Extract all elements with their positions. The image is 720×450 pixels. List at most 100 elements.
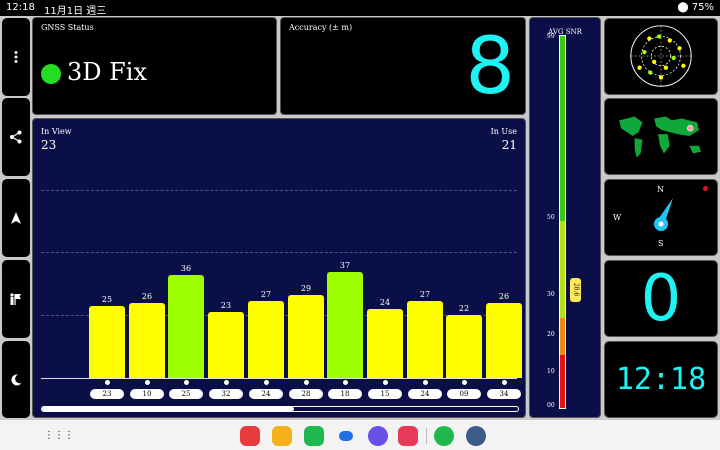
in-view-label: In View	[41, 127, 72, 136]
satellite-id-label: 10	[130, 389, 164, 399]
satellite-used-dot	[502, 380, 507, 385]
status-time: 12:18	[6, 2, 35, 13]
satellite-id-label: 24	[408, 389, 442, 399]
satellite-used-dot	[184, 380, 189, 385]
satellite-used-dot	[304, 380, 309, 385]
satellite-id-label: 25	[169, 389, 203, 399]
recording-indicator	[703, 186, 708, 191]
snr-bar	[327, 272, 363, 378]
status-date: 11月1日 週三	[44, 6, 107, 17]
flag-icon	[10, 293, 21, 305]
satellite-id-label: 23	[90, 389, 124, 399]
night-mode-icon	[11, 373, 22, 385]
snr-bar	[129, 303, 165, 378]
more-button[interactable]	[2, 18, 30, 96]
settings-app-icon[interactable]	[466, 426, 486, 446]
in-use-count: 21	[501, 138, 517, 152]
navigation-button[interactable]	[2, 179, 30, 257]
in-use-label: In Use	[490, 127, 517, 136]
status-bar: 12:18 11月1日 週三 ⬤ 75%	[0, 0, 720, 17]
notes-app-icon[interactable]	[240, 426, 260, 446]
avg-snr-panel: AVG SNR 99 50 30 20 10 00 28.6	[529, 17, 601, 418]
snr-meter	[559, 35, 566, 409]
app-area: GNSS Status 3D Fix Accuracy (± m) 8 In V…	[0, 16, 720, 420]
snr-bar	[89, 306, 125, 378]
satellite-used-dot	[105, 380, 110, 385]
snr-tick-50: 50	[547, 214, 555, 221]
apps-grid-icon[interactable]: ⋮⋮⋮	[44, 430, 74, 441]
snr-tick-10: 10	[547, 368, 555, 375]
clock-panel[interactable]: 12:18	[604, 341, 718, 418]
clock-value: 12:18	[615, 362, 707, 397]
satellite-signal-panel: In View 23 In Use 21 25 26 36 23 27 29 37 24 27 2…	[32, 118, 526, 418]
status-battery: ⬤ 75%	[677, 2, 714, 13]
world-map	[619, 116, 701, 158]
satellite-id-label: 09	[447, 389, 481, 399]
satellite-id-label: 28	[289, 389, 323, 399]
snr-bar-value: 23	[220, 301, 232, 310]
phone-app-icon[interactable]	[304, 426, 324, 446]
scroll-thumb[interactable]	[42, 407, 294, 411]
compass-panel[interactable]: N S W	[604, 179, 718, 256]
satellite-used-dot	[264, 380, 269, 385]
snr-tick-99: 99	[547, 33, 555, 40]
fix-status: 3D Fix	[67, 58, 148, 86]
snr-bar	[288, 295, 324, 378]
compass-south: S	[658, 239, 664, 248]
taskbar: ⋮⋮⋮	[0, 420, 720, 450]
avg-snr-label: AVG SNR	[548, 28, 582, 36]
gps-app-icon[interactable]	[434, 426, 454, 446]
scroll-track[interactable]	[41, 406, 519, 412]
navigation-icon	[11, 212, 21, 224]
snr-bar-value: 22	[458, 304, 470, 313]
dock-divider	[426, 428, 427, 444]
snr-bar	[367, 309, 403, 378]
satellite-id-label: 15	[368, 389, 402, 399]
share-button[interactable]	[2, 98, 30, 176]
satellite-id-label: 32	[209, 389, 243, 399]
gnss-status-label: GNSS Status	[41, 23, 94, 32]
snr-bar-value: 26	[498, 292, 510, 301]
speed-panel[interactable]: 0	[604, 260, 718, 337]
snr-tick-20: 20	[547, 331, 555, 338]
more-icon	[14, 51, 18, 63]
chart-baseline	[41, 378, 517, 379]
files-app-icon[interactable]	[272, 426, 292, 446]
camera-app-icon[interactable]	[398, 426, 418, 446]
snr-bar	[407, 301, 443, 378]
speed-value: 0	[640, 262, 682, 336]
snr-bar	[248, 301, 284, 378]
sky-view-panel[interactable]	[604, 18, 718, 95]
snr-bar-value: 27	[260, 290, 272, 299]
avg-snr-value: 28.6	[572, 282, 580, 297]
sky-plot	[630, 25, 692, 87]
gnss-status-panel: GNSS Status 3D Fix	[32, 17, 277, 115]
satellite-used-dot	[224, 380, 229, 385]
satellite-id-label: 24	[249, 389, 283, 399]
snr-tick-30: 30	[547, 291, 555, 298]
internet-app-icon[interactable]	[368, 426, 388, 446]
compass-needle-icon	[654, 198, 673, 231]
snr-bar	[208, 312, 244, 378]
snr-bar-value: 27	[419, 290, 431, 299]
compass-west: W	[613, 213, 622, 222]
snr-bar-value: 29	[300, 284, 312, 293]
night-mode-button[interactable]	[2, 341, 30, 418]
snr-bar-chart: 25 26 36 23 27 29 37 24 27 22 26	[41, 119, 522, 378]
snr-bar-value: 36	[180, 264, 192, 273]
world-map-panel[interactable]	[604, 98, 718, 175]
accuracy-label: Accuracy (± m)	[289, 23, 353, 32]
grid-line	[41, 190, 517, 191]
snr-bar-value: 26	[141, 292, 153, 301]
satellite-id-label: 18	[328, 389, 362, 399]
satellite-used-dot	[145, 380, 150, 385]
compass-north: N	[657, 185, 664, 194]
messages-app-icon[interactable]	[336, 426, 356, 446]
flag-button[interactable]	[2, 260, 30, 338]
snr-bar-value: 25	[101, 295, 113, 304]
grid-line	[41, 252, 517, 253]
location-icon: ⬤	[677, 2, 689, 13]
snr-bar-value: 37	[339, 261, 351, 270]
in-view-count: 23	[41, 138, 57, 152]
share-icon	[10, 130, 22, 144]
